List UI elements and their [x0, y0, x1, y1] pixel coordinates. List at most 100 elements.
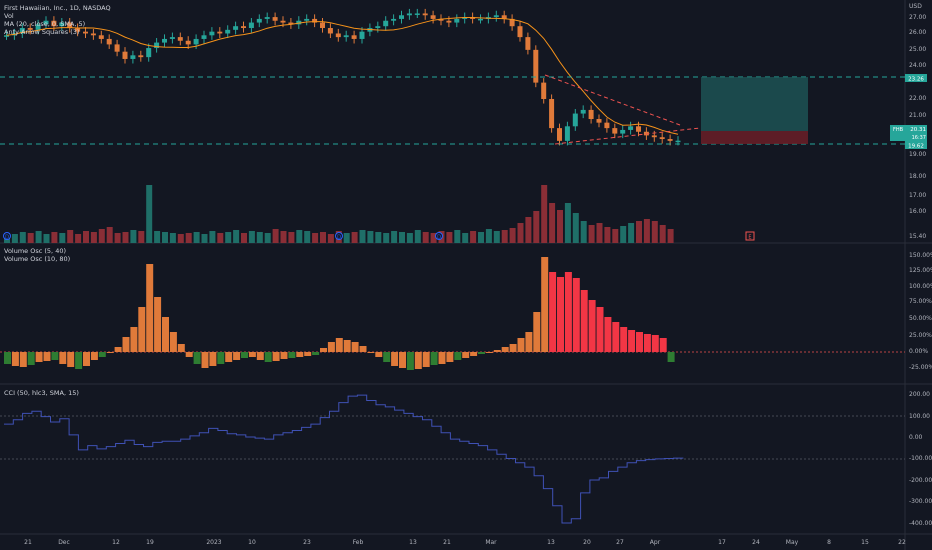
price-candle [557, 128, 562, 141]
osc-bar [288, 352, 296, 358]
cci-axis-tick: -300.00 [909, 498, 932, 505]
dividend-marker[interactable] [3, 232, 11, 240]
price-candle [75, 28, 81, 32]
osc-bar [446, 352, 454, 362]
main-legend: First Hawaiian, Inc., 1D, NASDAQ Vol MA … [4, 4, 111, 36]
price-candle [580, 109, 586, 114]
osc-bar [304, 352, 312, 356]
dividend-marker[interactable] [435, 232, 443, 240]
price-candle [351, 35, 357, 39]
price-candle [256, 18, 262, 23]
anty-label: Anty Arrow Squares (3) [4, 28, 80, 36]
osc-bar [367, 352, 375, 353]
volume-bar [19, 232, 26, 243]
volume-bar [248, 231, 255, 243]
osc-bar [620, 327, 628, 352]
volume-bar [351, 232, 358, 243]
time-axis-label: 24 [752, 539, 760, 546]
time-axis-label: 17 [718, 539, 726, 546]
price-candle [438, 18, 444, 21]
osc-bar [612, 322, 620, 352]
price-candle [225, 29, 231, 34]
osc-bar [130, 327, 138, 352]
osc-bar [177, 344, 185, 352]
ma-label: MA (20, close, 0, SMA, 5) [4, 20, 86, 28]
volume-bar [11, 234, 18, 243]
price-candle [169, 37, 175, 39]
volume-bar [651, 221, 658, 243]
osc-bar [106, 352, 114, 353]
osc-bar [256, 352, 264, 360]
symbol-title[interactable]: First Hawaiian, Inc., 1D, NASDAQ [4, 4, 111, 12]
osc-bar [549, 272, 557, 352]
volume-bar [280, 231, 287, 243]
osc-bar [11, 352, 19, 366]
osc-bar [51, 352, 59, 360]
price-candle [564, 126, 570, 141]
osc-bar [564, 272, 572, 352]
osc-bar [478, 352, 485, 354]
volume-bar [596, 223, 603, 243]
osc-bar [493, 350, 501, 352]
time-axis-label: 10 [248, 539, 256, 546]
osc-bar [59, 352, 67, 364]
osc-bar [320, 348, 327, 352]
price-candle [399, 15, 404, 19]
time-axis-label: 21 [443, 539, 451, 546]
price-candle [493, 15, 499, 18]
osc-bar [264, 352, 272, 362]
volume-bar [217, 233, 224, 243]
price-candle [588, 109, 594, 120]
volume-bar [296, 230, 303, 243]
volume-bar [485, 229, 492, 243]
lower-level-tag-label: 19.62 [908, 144, 924, 150]
osc-bar [414, 352, 422, 369]
dividend-marker[interactable] [335, 232, 343, 240]
price-candle [264, 17, 270, 19]
osc-bar [391, 352, 399, 366]
earnings-marker[interactable] [745, 231, 755, 241]
cci-axis-tick: -400.00 [909, 520, 932, 527]
osc-bar [351, 342, 359, 352]
price-candle [572, 113, 578, 127]
stop-zone[interactable] [701, 131, 808, 144]
volume-bar [359, 230, 366, 243]
price-candle [501, 15, 507, 19]
volume-bar [106, 227, 113, 243]
volume-bar [233, 230, 240, 243]
price-candle [343, 35, 349, 38]
price-candle [185, 40, 191, 45]
volume-bar [225, 232, 232, 243]
osc-bar [596, 307, 604, 352]
price-axis-tick: 25.00 [909, 46, 926, 53]
osc-bar [296, 352, 304, 357]
price-candle [43, 20, 49, 25]
price-candle [541, 82, 547, 99]
volume-bar [383, 233, 390, 243]
osc-bar [185, 352, 193, 357]
osc-bar [667, 352, 675, 362]
cci-axis-tick: -100.00 [909, 455, 932, 462]
lower-level-tag [905, 141, 927, 149]
price-candle [280, 20, 286, 23]
price-candle [4, 35, 9, 37]
volume-bar [130, 230, 137, 243]
price-candle [636, 126, 641, 132]
volume-bar [643, 219, 650, 243]
target-zone[interactable] [701, 77, 808, 131]
price-candle [233, 26, 239, 30]
osc-bar [248, 352, 256, 357]
time-axis-label: 13 [409, 539, 417, 546]
current-price-tag[interactable] [890, 125, 927, 141]
osc-bar [162, 317, 169, 352]
osc-axis-tick: 125.00% [909, 267, 932, 274]
price-candle [359, 31, 365, 39]
dividend-marker-label: D [5, 235, 9, 241]
price-candle [122, 51, 128, 59]
price-candle [154, 42, 160, 49]
price-candle [201, 35, 207, 39]
volume-bar [114, 233, 121, 243]
volume-bar [659, 225, 666, 243]
price-candle [296, 20, 302, 25]
